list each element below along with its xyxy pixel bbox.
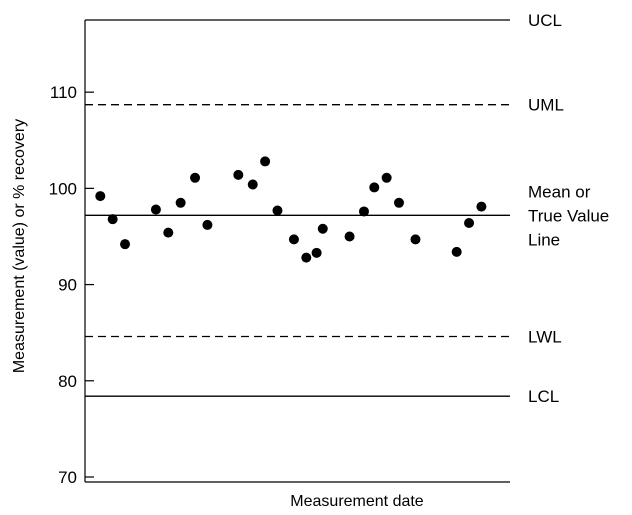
data-point — [451, 246, 462, 257]
data-point — [369, 182, 380, 193]
data-point — [344, 231, 355, 242]
data-point — [260, 156, 271, 167]
data-point — [247, 179, 258, 190]
data-point — [190, 172, 201, 183]
y-tick-label: 90 — [58, 276, 77, 295]
data-point — [120, 239, 131, 250]
data-point — [317, 223, 328, 234]
data-point — [311, 247, 322, 258]
data-point — [394, 197, 404, 208]
y-axis-title: Measurement (value) or % recovery — [11, 119, 28, 373]
data-point — [476, 201, 487, 212]
reference-label-ucl: UCL — [528, 11, 562, 30]
y-tick-label: 80 — [58, 372, 77, 391]
data-point — [288, 234, 299, 245]
reference-label-uml: UML — [528, 96, 564, 115]
data-point — [301, 252, 312, 263]
reference-label-mean-or: Mean or True Value Line — [528, 182, 609, 249]
data-point — [107, 214, 118, 225]
data-point — [272, 205, 283, 216]
data-point — [175, 197, 186, 208]
reference-label-lwl: LWL — [528, 328, 562, 347]
y-tick-label: 110 — [50, 83, 77, 102]
data-point — [381, 172, 392, 183]
y-tick-label: 70 — [58, 468, 77, 487]
data-point — [358, 206, 369, 217]
plot-area: 70 80 90 100 110 UCL UML Mean or True Value Line L… — [49, 11, 610, 487]
data-point — [95, 191, 106, 202]
y-tick-label: 100 — [49, 179, 77, 198]
x-axis-title: Measurement date — [290, 493, 424, 510]
data-point — [202, 219, 213, 230]
reference-label-lcl: LCL — [528, 387, 559, 406]
data-point — [410, 234, 421, 245]
data-point — [464, 218, 475, 229]
data-point — [233, 169, 244, 180]
data-point — [163, 227, 174, 238]
data-point — [150, 204, 161, 215]
